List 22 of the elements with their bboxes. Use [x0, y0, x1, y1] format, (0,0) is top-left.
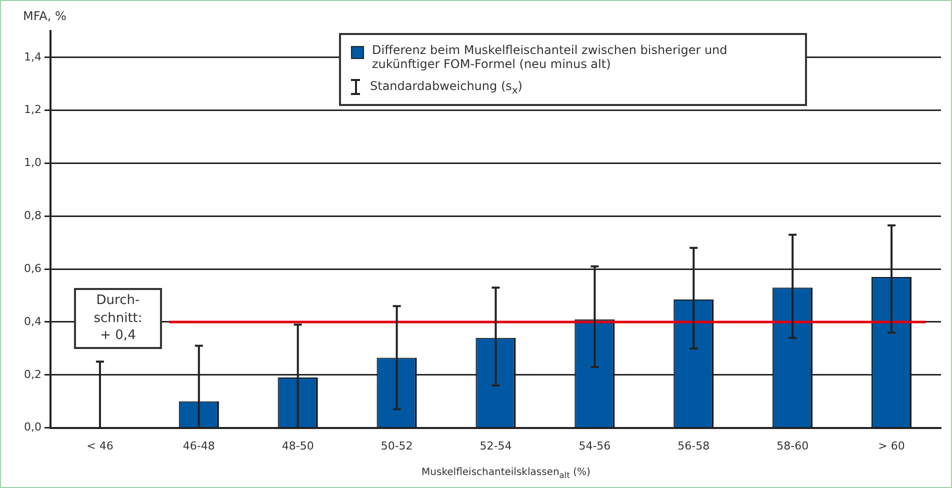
y-tick-label: 1,2 — [24, 103, 42, 116]
x-tick-label: 54-56 — [578, 439, 611, 452]
x-axis-title: Muskelfleischanteilsklassen$_{alt}$ (%) — [420, 467, 592, 480]
x-tick-label: 48-50 — [282, 439, 314, 452]
x-tick-label: 52-54 — [480, 439, 512, 452]
x-tick-label: 50-52 — [380, 439, 413, 452]
x-tick-label: > 60 — [878, 439, 905, 452]
ref-line-label: Durch- schnitt: + 0,4 — [74, 288, 162, 349]
y-axis-title: MFA, % — [23, 9, 66, 23]
y-tick-label: 1,0 — [24, 156, 42, 170]
y-tick-label: 0,4 — [24, 314, 42, 328]
annotation: Standardabweichung (s$_{x}$) — [370, 79, 522, 96]
y-tick-label: 0,8 — [24, 209, 42, 222]
legend-label: Differenz beim Muskelfleischanteil zwischen bisheriger und zukünftiger FOM-Formel (neu minus alt) — [372, 43, 728, 71]
y-tick-label: 0,6 — [24, 262, 42, 275]
x-tick-label: 58-60 — [776, 439, 809, 452]
x-tick-label: 46-48 — [182, 439, 215, 452]
x-tick-label: 56-58 — [678, 439, 710, 452]
y-tick-label: 0,0 — [24, 420, 42, 434]
y-tick-label: 1,4 — [24, 50, 42, 64]
y-tick-label: 0,2 — [24, 368, 42, 381]
x-tick-label: < 46 — [86, 439, 114, 452]
